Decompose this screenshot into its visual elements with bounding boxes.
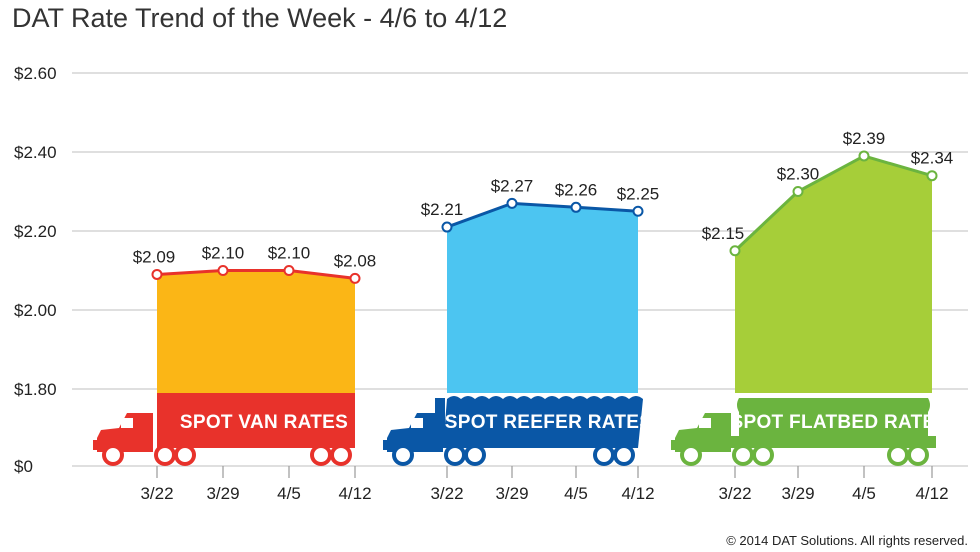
series-line bbox=[733, 154, 933, 252]
flatbed-deck bbox=[731, 436, 936, 448]
wheel bbox=[464, 444, 486, 466]
data-label: $2.10 bbox=[202, 244, 245, 263]
wheel bbox=[330, 444, 352, 466]
copyright-text: © 2014 DAT Solutions. All rights reserve… bbox=[726, 533, 968, 548]
trailer bbox=[443, 396, 643, 448]
data-point bbox=[926, 170, 938, 182]
data-label: $2.34 bbox=[911, 149, 954, 168]
tractor-cab bbox=[97, 413, 153, 452]
data-label: $2.25 bbox=[617, 184, 660, 203]
data-point bbox=[217, 265, 229, 276]
wheel bbox=[102, 444, 124, 466]
data-point bbox=[441, 221, 453, 233]
x-tick-label: 4/5 bbox=[564, 484, 588, 503]
cab-window bbox=[699, 418, 711, 428]
y-tick-label: $2.60 bbox=[14, 64, 57, 83]
data-point bbox=[632, 205, 644, 217]
truck-icon: SPOT VAN RATES bbox=[93, 393, 355, 466]
wheel bbox=[732, 444, 754, 466]
y-tick-label: $1.80 bbox=[14, 380, 57, 399]
series-line bbox=[156, 269, 356, 280]
wheel bbox=[310, 444, 332, 466]
data-point bbox=[283, 265, 295, 276]
data-label: $2.21 bbox=[421, 200, 464, 219]
x-tick-label: 3/22 bbox=[140, 484, 173, 503]
data-point bbox=[349, 272, 361, 284]
wheel bbox=[174, 444, 196, 466]
tractor-cab bbox=[675, 413, 731, 452]
tractor-cab bbox=[387, 413, 443, 452]
series-line bbox=[446, 201, 639, 229]
series-reefer: $2.21 $2.27 $2.26 $2.25 SPOT REEFER RATES 3/2… bbox=[383, 176, 659, 503]
wheel bbox=[887, 444, 909, 466]
trailer bbox=[157, 393, 355, 448]
x-tick-label: 4/12 bbox=[338, 484, 371, 503]
series-layer: $2.09 $2.10 $2.10 $2.08 SPOT VAN RATES 3/22 3/… bbox=[93, 129, 953, 503]
data-point bbox=[151, 268, 163, 280]
chart-title: DAT Rate Trend of the Week - 4/6 to 4/12 bbox=[12, 3, 507, 33]
data-point bbox=[792, 186, 804, 197]
series-area bbox=[157, 270, 355, 393]
data-label: $2.15 bbox=[702, 224, 745, 243]
wheel bbox=[907, 444, 929, 466]
series-van: $2.09 $2.10 $2.10 $2.08 SPOT VAN RATES 3/22 3/… bbox=[93, 244, 377, 503]
x-tick-label: 4/12 bbox=[621, 484, 654, 503]
series-area bbox=[735, 155, 932, 393]
series-name-label: SPOT VAN RATES bbox=[180, 412, 348, 433]
x-tick-label: 3/22 bbox=[430, 484, 463, 503]
cargo-load bbox=[737, 398, 930, 438]
x-tick-label: 4/12 bbox=[915, 484, 948, 503]
data-label: $2.27 bbox=[491, 176, 534, 195]
x-tick-label: 3/29 bbox=[781, 484, 814, 503]
y-tick-label: $2.40 bbox=[14, 143, 57, 162]
truck-icon: SPOT FLATBED RATES bbox=[671, 398, 949, 466]
wheel bbox=[392, 444, 414, 466]
wheel bbox=[680, 444, 702, 466]
data-point bbox=[729, 245, 741, 257]
y-axis-ticks: $2.60 $2.40 $2.20 $2.00 $1.80 $0 bbox=[14, 64, 57, 476]
data-label: $2.09 bbox=[133, 247, 176, 266]
bumper bbox=[383, 440, 393, 450]
data-point bbox=[570, 201, 582, 213]
data-label: $2.39 bbox=[843, 129, 886, 148]
wheel bbox=[593, 444, 615, 466]
y-tick-label: $0 bbox=[14, 457, 33, 476]
bumper bbox=[93, 440, 103, 450]
cab-window bbox=[411, 418, 423, 428]
x-tick-label: 3/29 bbox=[495, 484, 528, 503]
x-tick-label: 4/5 bbox=[852, 484, 876, 503]
truck-icon: SPOT REEFER RATES bbox=[383, 396, 652, 466]
x-tick-label: 4/5 bbox=[277, 484, 301, 503]
wheel bbox=[444, 444, 466, 466]
series-area bbox=[447, 203, 638, 393]
data-point bbox=[858, 150, 870, 162]
x-tick-label: 3/29 bbox=[206, 484, 239, 503]
wheel bbox=[154, 444, 176, 466]
wheel bbox=[752, 444, 774, 466]
cab-window bbox=[121, 418, 133, 428]
series-name-label: SPOT FLATBED RATES bbox=[731, 412, 949, 433]
series-name-label: SPOT REEFER RATES bbox=[445, 412, 652, 433]
y-tick-label: $2.00 bbox=[14, 301, 57, 320]
series-flatbed: $2.15 $2.30 $2.39 $2.34 SPOT FLATBED RATES 3/… bbox=[671, 129, 953, 503]
data-label: $2.08 bbox=[334, 251, 377, 270]
data-label: $2.26 bbox=[555, 180, 598, 199]
data-label: $2.10 bbox=[268, 244, 311, 263]
x-tick-label: 3/22 bbox=[718, 484, 751, 503]
bumper bbox=[671, 440, 681, 450]
data-label: $2.30 bbox=[777, 165, 820, 184]
wheel bbox=[613, 444, 635, 466]
y-tick-label: $2.20 bbox=[14, 222, 57, 241]
data-point bbox=[506, 197, 518, 209]
